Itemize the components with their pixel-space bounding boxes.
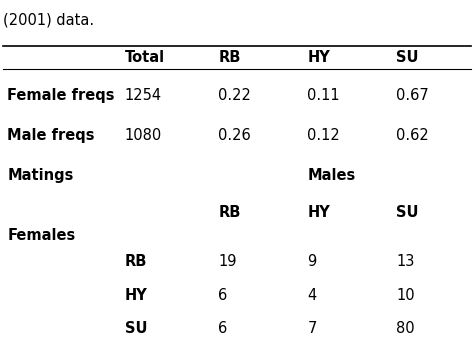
Text: Males: Males <box>307 168 356 183</box>
Text: 10: 10 <box>396 288 415 303</box>
Text: SU: SU <box>396 50 419 65</box>
Text: Male freqs: Male freqs <box>8 128 95 143</box>
Text: HY: HY <box>307 50 330 65</box>
Text: 0.62: 0.62 <box>396 128 429 143</box>
Text: SU: SU <box>125 321 147 336</box>
Text: 0.11: 0.11 <box>307 88 340 103</box>
Text: 9: 9 <box>307 254 317 269</box>
Text: 0.67: 0.67 <box>396 88 429 103</box>
Text: HY: HY <box>125 288 147 303</box>
Text: 1080: 1080 <box>125 128 162 143</box>
Text: RB: RB <box>218 50 241 65</box>
Text: 19: 19 <box>218 254 237 269</box>
Text: 6: 6 <box>218 288 228 303</box>
Text: 1254: 1254 <box>125 88 162 103</box>
Text: 0.26: 0.26 <box>218 128 251 143</box>
Text: HY: HY <box>307 205 330 220</box>
Text: RB: RB <box>218 205 241 220</box>
Text: 4: 4 <box>307 288 317 303</box>
Text: 7: 7 <box>307 321 317 336</box>
Text: Total: Total <box>125 50 164 65</box>
Text: SU: SU <box>396 205 419 220</box>
Text: RB: RB <box>125 254 147 269</box>
Text: 6: 6 <box>218 321 228 336</box>
Text: (2001) data.: (2001) data. <box>3 13 94 28</box>
Text: 0.22: 0.22 <box>218 88 251 103</box>
Text: 80: 80 <box>396 321 415 336</box>
Text: Females: Females <box>8 228 76 243</box>
Text: 13: 13 <box>396 254 415 269</box>
Text: Female freqs: Female freqs <box>8 88 115 103</box>
Text: 0.12: 0.12 <box>307 128 340 143</box>
Text: Matings: Matings <box>8 168 74 183</box>
